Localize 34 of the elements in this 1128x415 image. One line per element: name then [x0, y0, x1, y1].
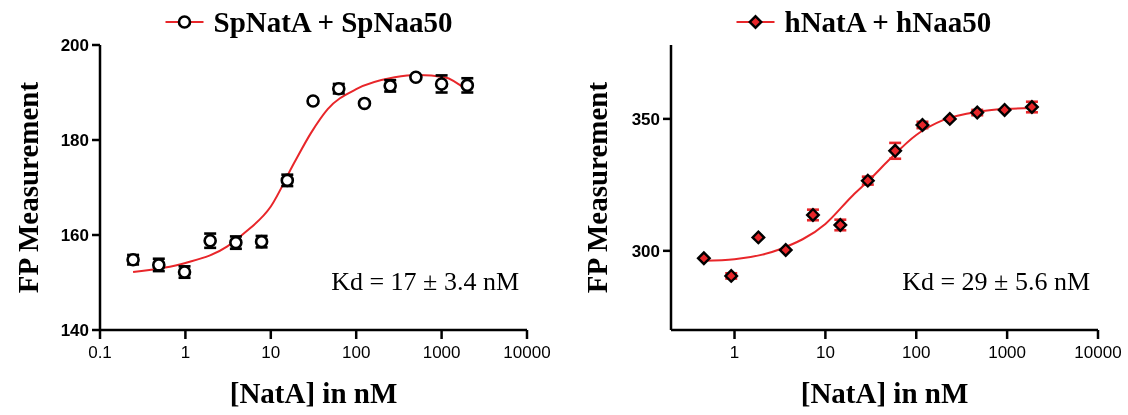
x-tick-label: 0.1 [88, 343, 112, 362]
y-axis-title: FP Measurement [581, 81, 613, 294]
x-tick-label: 10000 [1074, 343, 1122, 362]
y-tick-label: 160 [60, 226, 89, 245]
y-tick-label: 350 [631, 109, 660, 129]
point [942, 111, 957, 126]
y-tick-label: 300 [631, 241, 660, 261]
point [997, 102, 1012, 117]
point [696, 251, 711, 266]
y-tick-label: 200 [60, 36, 89, 55]
legend-label: SpNatA + SpNaa50 [213, 6, 453, 38]
x-tick-label: 100 [902, 343, 931, 362]
annotation: Kd = 17 ± 3.4 nM [331, 267, 519, 296]
point [724, 268, 739, 283]
point [409, 70, 423, 85]
legend-label: hNatA + hNaa50 [784, 6, 992, 38]
x-tick-label: 10000 [503, 343, 551, 362]
y-tick-label: 140 [60, 321, 89, 340]
x-tick-label: 1000 [422, 343, 461, 362]
x-axis-title: [NatA] in nM [229, 377, 398, 409]
annotation: Kd = 29 ± 5.6 nM [902, 267, 1090, 296]
x-tick-label: 1000 [988, 343, 1027, 362]
y-tick-label: 180 [60, 131, 89, 150]
y-axis-title: FP Measurement [12, 81, 44, 294]
x-tick-label: 1 [729, 343, 740, 362]
point [306, 94, 320, 108]
x-tick-label: 10 [261, 343, 281, 362]
x-tick-label: 1 [180, 343, 191, 362]
point [751, 230, 766, 245]
point [357, 96, 372, 111]
x-tick-label: 100 [342, 343, 371, 362]
x-axis-title: [NatA] in nM [800, 377, 969, 409]
point [778, 243, 793, 258]
x-tick-label: 10 [815, 343, 835, 362]
